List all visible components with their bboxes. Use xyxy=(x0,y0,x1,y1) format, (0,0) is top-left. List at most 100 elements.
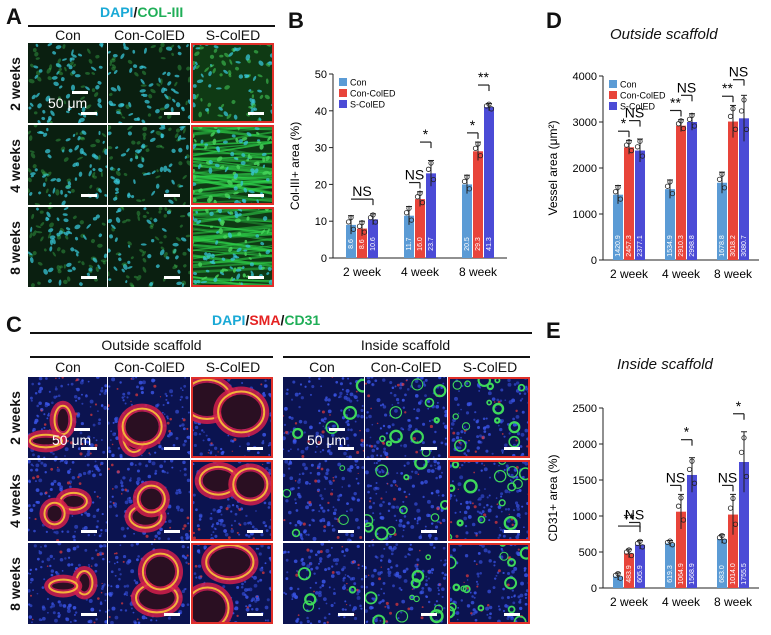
y-tick-label: 30 xyxy=(315,143,327,155)
micrograph-out-s-coled-4-weeks xyxy=(191,460,273,541)
scale-bar-large xyxy=(329,428,345,431)
scale-bar xyxy=(81,530,97,533)
micrograph-in-con-coled-8-weeks xyxy=(365,543,447,624)
bar-value-label: 605.9 xyxy=(637,565,644,583)
micrograph-col3-s-coled-8-weeks xyxy=(191,207,274,287)
scale-bar xyxy=(164,613,180,616)
bar-value-label: 1755.5 xyxy=(741,563,748,585)
panel-c-letter: C xyxy=(6,312,22,338)
bar-value-label: 16.0 xyxy=(417,237,424,251)
scale-bar xyxy=(247,530,263,533)
micrograph-out-s-coled-8-weeks xyxy=(191,543,273,624)
row-label-2-weeks: 2 weeks xyxy=(7,49,23,119)
legend-label-con-coled: Con-ColED xyxy=(620,91,666,101)
bar-value-label: 3080.7 xyxy=(741,235,748,257)
col-label-s-coled-in: S-ColED xyxy=(448,359,532,375)
significance-label: ** xyxy=(722,80,733,96)
significance-label: NS xyxy=(666,469,685,485)
scale-bar-large xyxy=(74,428,90,431)
y-tick-label: 2500 xyxy=(573,403,597,415)
bar-value-label: 2377.1 xyxy=(637,235,644,257)
scale-bar xyxy=(421,613,437,616)
bar-value-label: 683.0 xyxy=(719,565,726,583)
data-point xyxy=(687,117,691,121)
scale-bar-label: 50 μm xyxy=(52,432,91,448)
micrograph-out-con-coled-2-weeks xyxy=(108,377,190,458)
scale-bar-label: 50 μm xyxy=(48,95,87,111)
y-axis-label: Vessel area (μm²) xyxy=(546,121,560,216)
y-tick-label: 50 xyxy=(315,69,327,81)
data-point xyxy=(676,504,680,508)
significance-label: ** xyxy=(670,95,681,111)
data-point xyxy=(739,109,743,113)
y-axis-label: Col-III+ area (%) xyxy=(288,122,302,210)
micrograph-out-con-8-weeks xyxy=(28,543,107,624)
group-inside-scaffold: Inside scaffold xyxy=(282,337,529,353)
significance-label: NS xyxy=(677,79,696,95)
x-tick-label: 2 week xyxy=(610,267,649,281)
panel-c-header-line xyxy=(30,332,532,334)
y-tick-label: 2000 xyxy=(573,439,597,451)
bar-value-label: 23.7 xyxy=(428,237,435,251)
y-tick-label: 20 xyxy=(315,179,327,191)
micrograph-col3-s-coled-4-weeks xyxy=(191,125,274,205)
dapi-label-c: DAPI xyxy=(212,312,245,328)
data-point xyxy=(717,177,721,181)
inside-group-line xyxy=(283,356,530,358)
micrograph-col3-con-coled-2-weeks xyxy=(108,43,190,123)
panel-b-letter: B xyxy=(288,8,304,34)
y-tick-label: 3000 xyxy=(573,117,597,129)
data-point xyxy=(665,184,669,188)
bar-value-label: 2457.3 xyxy=(626,235,633,257)
significance-label: NS xyxy=(405,167,424,183)
micrograph-in-con-coled-4-weeks xyxy=(365,460,447,541)
x-tick-label: 2 week xyxy=(610,595,649,609)
scale-bar xyxy=(81,613,97,616)
scale-bar xyxy=(164,530,180,533)
significance-label: * xyxy=(470,117,476,133)
micrograph-in-con-8-weeks xyxy=(283,543,364,624)
micrograph-col3-con-8-weeks xyxy=(28,207,107,287)
bar-value-label: 20.5 xyxy=(464,237,471,251)
bar-value-label: 41.3 xyxy=(486,237,493,251)
significance-label: NS xyxy=(352,183,371,199)
scale-bar xyxy=(338,613,354,616)
scale-bar xyxy=(504,530,520,533)
micrograph-out-con-coled-4-weeks xyxy=(108,460,190,541)
data-point xyxy=(368,215,372,219)
scale-bar xyxy=(164,112,180,115)
data-point xyxy=(462,179,466,183)
y-axis-label: CD31+ area (%) xyxy=(546,454,560,541)
y-tick-label: 0 xyxy=(591,255,597,267)
bar-value-label: 29.3 xyxy=(475,237,482,251)
micrograph-out-con-2-weeks: 50 μm xyxy=(28,377,107,458)
scale-bar xyxy=(421,530,437,533)
sma-label: SMA xyxy=(249,312,280,328)
y-tick-label: 10 xyxy=(315,216,327,228)
scale-bar xyxy=(81,112,97,115)
micrograph-col3-con-coled-4-weeks xyxy=(108,125,190,205)
panel-a-stain-title: DAPI/COL-III xyxy=(100,4,183,20)
data-point xyxy=(728,506,732,510)
panel-e-letter: E xyxy=(546,318,561,344)
micrograph-in-con-4-weeks xyxy=(283,460,364,541)
panel-a-letter: A xyxy=(6,4,22,30)
col-iii-label: COL-III xyxy=(137,4,183,20)
significance-label: * xyxy=(684,424,690,440)
x-tick-label: 8 week xyxy=(459,265,498,279)
significance-label: NS xyxy=(729,64,748,80)
bar-value-label: 1568.9 xyxy=(689,563,696,585)
data-point xyxy=(404,211,408,215)
legend-label-con: Con xyxy=(350,78,367,88)
row-label-2-weeks-c: 2 weeks xyxy=(7,383,23,453)
y-tick-label: 4000 xyxy=(573,71,597,83)
col-label-con-out: Con xyxy=(28,359,108,375)
x-tick-label: 4 week xyxy=(662,595,701,609)
scale-bar xyxy=(81,276,97,279)
significance-label: * xyxy=(423,126,429,142)
data-point xyxy=(739,450,743,454)
micrograph-col3-con-coled-8-weeks xyxy=(108,207,190,287)
